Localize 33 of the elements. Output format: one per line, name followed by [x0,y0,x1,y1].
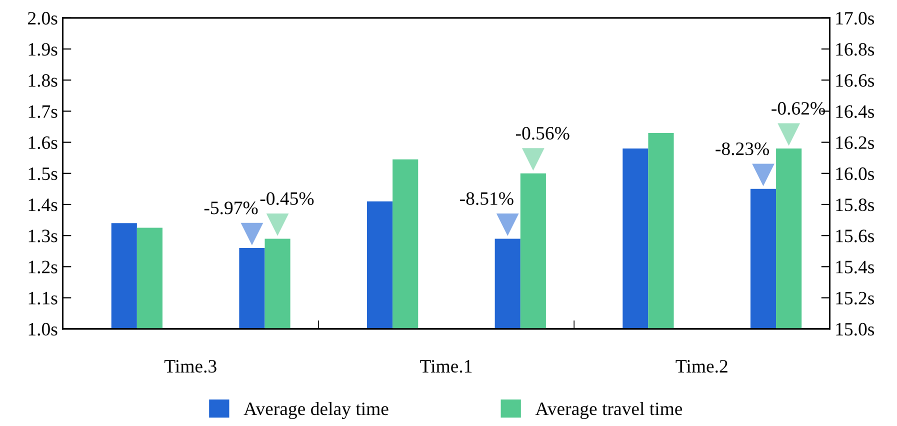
y2-tick-label: 16.6s [836,74,874,87]
annotation: -8.23% [716,142,770,156]
y-tick-label: 1.4s [28,198,58,212]
y-tick-label: 1.3s [28,230,58,242]
y2-tick-label: 15.4s [836,260,874,274]
x-tick-label: Time.2 [676,360,728,373]
y2-tick-label: 15.8s [836,198,874,212]
legend-label: Average travel time [535,402,682,420]
y2-tick-label: 16.8s [836,43,874,56]
y-tick-label: 1.6s [28,136,58,150]
y2-tick-label: 16.4s [836,105,874,118]
x-tick-label: Time.1 [420,360,472,373]
y-tick-label: 2.0s [28,12,58,25]
y2-tick-label: 17.0s [836,12,874,25]
y2-tick-label: 15.0s [836,322,874,336]
y-tick-label: 1.5s [28,168,58,180]
annotation: -0.45% [260,192,314,205]
y-tick-label: 1.9s [28,43,58,56]
y2-tick-label: 15.6s [836,230,874,242]
y2-tick-label: 15.2s [836,292,874,305]
y-tick-label: 1.8s [28,74,58,87]
y2-tick-label: 16.0s [836,167,874,180]
y-tick-label: 1.1s [28,292,58,305]
annotation: -0.62% [772,102,825,115]
legend-label: Average delay time [244,402,388,420]
y-tick-label: 1.2s [28,260,58,274]
x-tick-label: Time.3 [164,360,216,373]
y-tick-label: 1.0s [28,322,58,336]
y2-tick-label: 16.2s [836,136,874,150]
annotation: -8.51% [460,192,514,205]
annotation: -0.56% [516,126,570,140]
annotation: -5.97% [204,202,258,214]
y-tick-label: 1.7s [28,105,58,118]
